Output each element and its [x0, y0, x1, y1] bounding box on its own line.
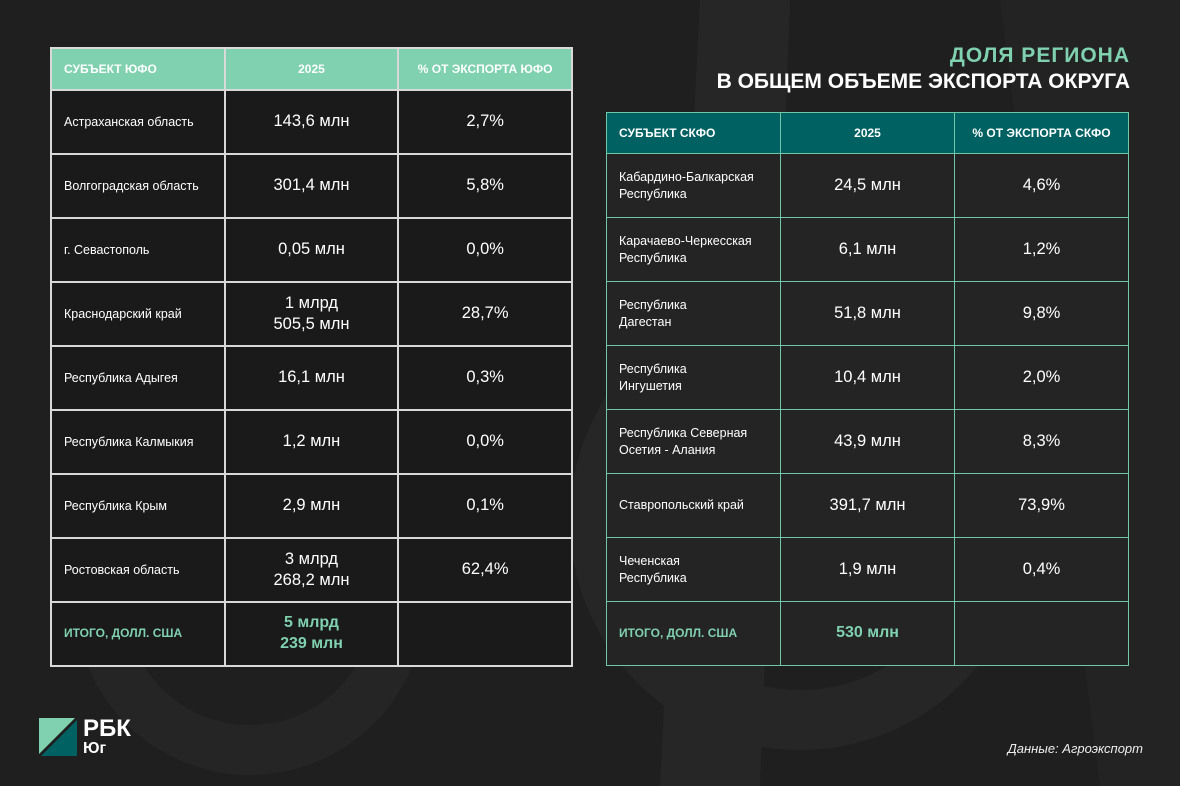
column-header: % ОТ ЭКСПОРТА ЮФО [397, 47, 573, 91]
share-cell: 0,1% [397, 473, 573, 539]
column-header: 2025 [223, 47, 400, 91]
share-cell [397, 601, 573, 667]
region-cell: Ростовская область [50, 537, 226, 603]
value-cell: 143,6 млн [223, 89, 400, 155]
value-cell: 301,4 млн [223, 153, 400, 219]
column-header: СУБЪЕКТ ЮФО [50, 47, 226, 91]
value-cell: 530 млн [780, 601, 955, 666]
share-cell: 9,8% [954, 281, 1129, 346]
share-cell: 2,7% [397, 89, 573, 155]
region-cell: Республика Ингушетия [606, 345, 781, 410]
logo-line-2: Юг [83, 740, 107, 757]
table-row: Астраханская область 143,6 млн 2,7% [50, 89, 573, 155]
rbc-logo: РБК Юг [39, 717, 131, 757]
total-row: ИТОГО, ДОЛЛ. США 5 млрд 239 млн [50, 601, 573, 667]
column-header: СУБЪЕКТ СКФО [606, 112, 781, 154]
skfo-table: СУБЪЕКТ СКФО 2025% ОТ ЭКСПОРТА СКФО Кабард… [606, 112, 1129, 666]
value-cell: 3 млрд 268,2 млн [223, 537, 400, 603]
source-note: Данные: Агроэкспорт [1007, 741, 1143, 756]
chart-title: ДОЛЯ РЕГИОНА В ОБЩЕМ ОБЪЕМЕ ЭКСПОРТА ОКР… [717, 43, 1130, 95]
region-cell: Республика Адыгея [50, 345, 226, 411]
share-cell: 4,6% [954, 153, 1129, 218]
share-cell: 0,0% [397, 217, 573, 283]
share-cell: 2,0% [954, 345, 1129, 410]
share-cell: 0,3% [397, 345, 573, 411]
share-cell: 73,9% [954, 473, 1129, 538]
table-row: Республика Крым 2,9 млн 0,1% [50, 473, 573, 539]
header-row: СУБЪЕКТ СКФО 2025% ОТ ЭКСПОРТА СКФО [606, 112, 1129, 154]
logo-line-1: РБК [83, 715, 131, 742]
table-row: Республика Дагестан 51,8 млн 9,8% [606, 281, 1129, 346]
share-cell: 0,4% [954, 537, 1129, 602]
value-cell: 2,9 млн [223, 473, 400, 539]
value-cell: 391,7 млн [780, 473, 955, 538]
value-cell: 1 млрд 505,5 млн [223, 281, 400, 347]
value-cell: 51,8 млн [780, 281, 955, 346]
header-row: СУБЪЕКТ ЮФО 2025% ОТ ЭКСПОРТА ЮФО [50, 47, 573, 91]
share-cell: 28,7% [397, 281, 573, 347]
title-line-1: ДОЛЯ РЕГИОНА [949, 44, 1130, 67]
region-cell: Волгоградская область [50, 153, 226, 219]
table-row: г. Севастополь 0,05 млн 0,0% [50, 217, 573, 283]
region-cell: Кабардино-Балкарская Республика [606, 153, 781, 218]
share-cell: 62,4% [397, 537, 573, 603]
total-row: ИТОГО, ДОЛЛ. США 530 млн [606, 601, 1129, 666]
share-cell [954, 601, 1129, 666]
value-cell: 24,5 млн [780, 153, 955, 218]
region-cell: ИТОГО, ДОЛЛ. США [606, 601, 781, 666]
region-cell: Республика Северная Осетия - Алания [606, 409, 781, 474]
region-cell: Астраханская область [50, 89, 226, 155]
value-cell: 6,1 млн [780, 217, 955, 282]
table-row: Волгоградская область 301,4 млн 5,8% [50, 153, 573, 219]
share-cell: 1,2% [954, 217, 1129, 282]
value-cell: 5 млрд 239 млн [223, 601, 400, 667]
value-cell: 0,05 млн [223, 217, 400, 283]
table-row: Ростовская область 3 млрд 268,2 млн 62,4% [50, 537, 573, 603]
yufo-table: СУБЪЕКТ ЮФО 2025% ОТ ЭКСПОРТА ЮФО Астрахан… [50, 47, 573, 667]
share-cell: 8,3% [954, 409, 1129, 474]
table-row: Краснодарский край 1 млрд 505,5 млн 28,7% [50, 281, 573, 347]
region-cell: ИТОГО, ДОЛЛ. США [50, 601, 226, 667]
value-cell: 16,1 млн [223, 345, 400, 411]
value-cell: 43,9 млн [780, 409, 955, 474]
table-row: Республика Адыгея 16,1 млн 0,3% [50, 345, 573, 411]
region-cell: Республика Дагестан [606, 281, 781, 346]
table-row: Ставропольский край 391,7 млн 73,9% [606, 473, 1129, 538]
region-cell: г. Севастополь [50, 217, 226, 283]
region-cell: Республика Калмыкия [50, 409, 226, 475]
region-cell: Республика Крым [50, 473, 226, 539]
column-header: % ОТ ЭКСПОРТА СКФО [954, 112, 1129, 154]
column-header: 2025 [780, 112, 955, 154]
table-row: Республика Калмыкия 1,2 млн 0,0% [50, 409, 573, 475]
table-row: Республика Ингушетия 10,4 млн 2,0% [606, 345, 1129, 410]
region-cell: Карачаево-Черкесская Республика [606, 217, 781, 282]
table-row: Республика Северная Осетия - Алания 43,9 … [606, 409, 1129, 474]
share-cell: 5,8% [397, 153, 573, 219]
value-cell: 1,2 млн [223, 409, 400, 475]
title-line-2: В ОБЩЕМ ОБЪЕМЕ ЭКСПОРТА ОКРУГА [716, 70, 1130, 93]
table-row: Кабардино-Балкарская Республика 24,5 млн 4… [606, 153, 1129, 218]
region-cell: Чеченская Республика [606, 537, 781, 602]
region-cell: Ставропольский край [606, 473, 781, 538]
table-row: Карачаево-Черкесская Республика 6,1 млн 1,… [606, 217, 1129, 282]
share-cell: 0,0% [397, 409, 573, 475]
value-cell: 1,9 млн [780, 537, 955, 602]
table-row: Чеченская Республика 1,9 млн 0,4% [606, 537, 1129, 602]
region-cell: Краснодарский край [50, 281, 226, 347]
value-cell: 10,4 млн [780, 345, 955, 410]
logo-mark-icon [39, 718, 77, 756]
